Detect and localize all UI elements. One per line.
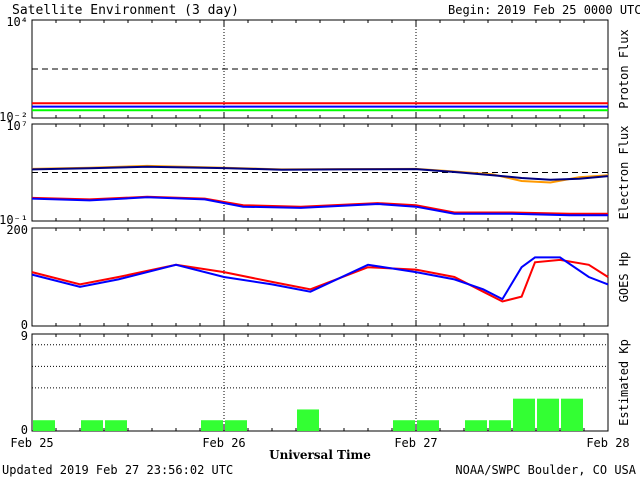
kp-bar — [201, 420, 223, 431]
x-axis-label: Universal Time — [269, 448, 371, 462]
y-tick-label-bottom: 0 — [21, 423, 28, 437]
kp-bar — [537, 398, 559, 431]
kp-bar — [489, 420, 511, 431]
kp-bar — [465, 420, 487, 431]
y-tick-label-top: 200 — [6, 223, 28, 237]
begin-value: 2019 Feb 25 0000 UTC — [497, 3, 640, 17]
kp-bar — [513, 398, 535, 431]
begin-label: Begin: — [448, 3, 491, 17]
kp-bar — [33, 420, 55, 431]
y-tick-label-bottom: 10⁻¹ — [0, 213, 28, 227]
kp-bar — [297, 409, 319, 431]
y-tick-label-bottom: 10⁻² — [0, 110, 28, 124]
y-tick-label-top: 9 — [21, 329, 28, 343]
chart-title: Satellite Environment (3 day) — [12, 3, 239, 18]
kp-bar — [225, 420, 247, 431]
updated-timestamp: Updated 2019 Feb 27 23:56:02 UTC — [2, 463, 233, 477]
x-tick-label: Feb 28 — [586, 436, 629, 450]
noaa-credit: NOAA/SWPC Boulder, CO USA — [455, 463, 636, 477]
x-tick-label: Feb 27 — [394, 436, 437, 450]
kp-bar — [105, 420, 127, 431]
series-line-navy — [31, 165, 609, 181]
kp-bar — [393, 420, 415, 431]
kp-bar — [417, 420, 439, 431]
y-tick-label-bottom: 0 — [21, 318, 28, 332]
y-axis-label: Proton Flux — [617, 29, 631, 108]
y-axis-label: Estimated Kp — [617, 339, 631, 426]
kp-bar — [81, 420, 103, 431]
x-tick-label: Feb 26 — [202, 436, 245, 450]
series-line-blue — [31, 196, 608, 217]
y-tick-label-top: 10⁷ — [6, 119, 28, 133]
y-axis-label: Electron Flux — [617, 126, 631, 220]
y-tick-label-top: 10⁴ — [6, 15, 28, 29]
y-axis-label: GOES Hp — [617, 252, 631, 303]
x-tick-label: Feb 25 — [10, 436, 53, 450]
kp-bar — [561, 398, 583, 431]
series-line-blue — [31, 256, 609, 301]
